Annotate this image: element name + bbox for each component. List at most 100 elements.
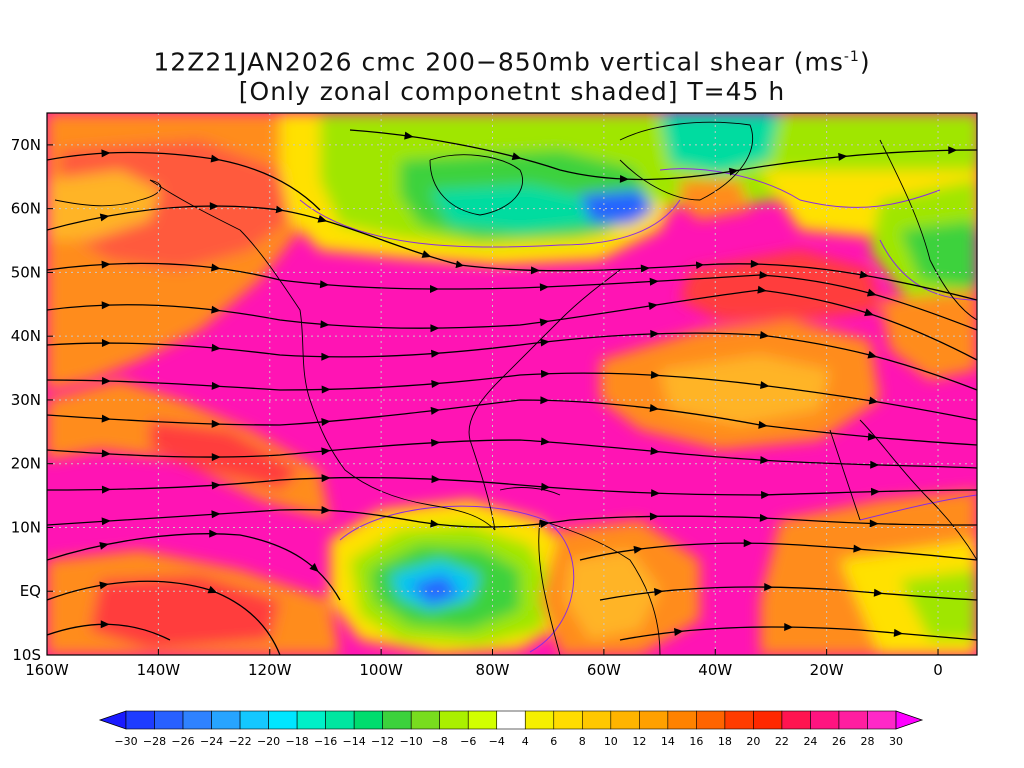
- longitude-label: 160W: [25, 661, 69, 679]
- streamline-arrow: [209, 202, 219, 211]
- streamline-arrow: [101, 149, 111, 158]
- latitude-label: 30N: [11, 391, 41, 409]
- streamline-arrow: [421, 250, 432, 258]
- colorbar-label: 22: [775, 735, 789, 748]
- colorbar-label: 24: [803, 735, 817, 748]
- streamline-arrow: [859, 270, 870, 279]
- streamline-arrow: [539, 283, 549, 292]
- streamline-arrow: [870, 460, 880, 469]
- colorbar-label: 30: [889, 735, 903, 748]
- streamline-arrow: [539, 520, 550, 529]
- streamline-arrow: [429, 284, 440, 293]
- streamline-arrow: [430, 519, 440, 528]
- latitude-label: 60N: [11, 200, 41, 218]
- streamline-arrow: [530, 266, 541, 275]
- streamline-arrow: [321, 352, 331, 361]
- title-line-1: 12Z21JAN2026 cmc 200−850mb vertical shea…: [153, 47, 871, 77]
- streamline-arrow: [211, 343, 221, 352]
- streamline-arrow: [430, 406, 440, 415]
- title-line-2: [Only zonal componetnt shaded] T=45 h: [238, 77, 786, 107]
- streamline-arrow: [211, 419, 221, 428]
- streamline-arrow: [431, 438, 441, 447]
- streamline-arrow: [540, 396, 550, 405]
- streamline-arrow: [640, 264, 650, 273]
- colorbar-swatch: [268, 710, 298, 730]
- streamline-arrow: [649, 404, 660, 412]
- streamline-arrow: [404, 131, 414, 140]
- colorbar-label: −16: [314, 735, 337, 748]
- colorbar-swatch: [496, 710, 526, 730]
- longitude-label: 140W: [137, 661, 181, 679]
- longitude-label: 0: [933, 661, 943, 679]
- colorbar-swatch: [410, 710, 441, 730]
- streamline-arrow: [867, 432, 878, 441]
- streamline-arrow: [431, 380, 441, 389]
- streamline-arrow: [653, 587, 664, 596]
- streamline-arrow: [431, 475, 441, 484]
- colorbar-label: −10: [400, 735, 423, 748]
- colorbar-label: −6: [460, 735, 476, 748]
- colorbar-swatch: [325, 710, 355, 730]
- streamline-arrow: [209, 529, 219, 538]
- lat-lon-grid: [47, 113, 977, 655]
- streamline-arrow: [853, 544, 863, 553]
- streamline-arrow: [759, 513, 769, 522]
- streamline-arrow: [650, 329, 660, 338]
- streamline-arrow: [540, 338, 550, 347]
- streamline-arrow: [870, 487, 881, 496]
- streamline-arrow: [99, 581, 109, 590]
- coastlines: [54, 121, 977, 655]
- streamline-arrow: [649, 512, 659, 521]
- streamline-arrow: [211, 305, 221, 314]
- streamline-arrow: [864, 308, 874, 317]
- latitude-label: 10N: [11, 518, 41, 536]
- colorbar-label: −26: [171, 735, 194, 748]
- colorbar-label: 20: [746, 735, 760, 748]
- streamline-arrow: [211, 510, 221, 519]
- latitude-label: EQ: [20, 582, 41, 600]
- latitude-label: 40N: [11, 327, 41, 345]
- colorbar-label: −12: [371, 735, 394, 748]
- colorbar-label: 6: [550, 735, 557, 748]
- latitude-label: 10S: [12, 646, 41, 664]
- colorbar-label: −30: [114, 735, 137, 748]
- streamline-arrow: [101, 414, 111, 423]
- colorbar-swatch: [696, 710, 726, 730]
- streamline-arrow: [651, 489, 661, 498]
- streamline-arrow: [211, 453, 221, 462]
- longitude-label: 100W: [359, 661, 403, 679]
- streamline-arrow: [761, 490, 771, 499]
- colorbar-swatch: [125, 710, 155, 730]
- streamline-arrow: [869, 519, 879, 528]
- streamline-arrow: [321, 417, 331, 426]
- colorbar-swatch: [353, 710, 383, 730]
- colorbar-label: 10: [604, 735, 618, 748]
- colorbar-swatch: [524, 710, 555, 730]
- colorbar-swatch: [838, 710, 868, 730]
- streamline-arrow: [319, 280, 330, 289]
- colorbar-label: 16: [689, 735, 703, 748]
- streamline-arrow: [101, 301, 111, 310]
- colorbar-label: 28: [860, 735, 874, 748]
- streamline-arrow: [764, 583, 774, 592]
- streamline-arrow: [649, 277, 659, 286]
- colorbar-max-arrow: [895, 710, 924, 730]
- colorbar-swatch: [211, 710, 241, 730]
- streamline-arrow: [633, 545, 643, 554]
- streamline-arrow: [838, 152, 848, 161]
- streamline-arrow: [540, 437, 551, 446]
- colorbar-label: −20: [257, 735, 280, 748]
- streamline-arrow: [750, 259, 760, 268]
- latitude-label: 50N: [11, 263, 41, 281]
- colorbar-swatch: [781, 710, 811, 730]
- streamline-arrow: [101, 485, 111, 494]
- streamline-arrow: [321, 385, 331, 394]
- streamline-arrow: [758, 420, 768, 429]
- colorbar-swatch: [581, 710, 612, 730]
- colorbar: −30 −28 −26 −24 −22 −20 −18 −16 −14 −12 −10 −8 −6 −4 4…: [98, 710, 924, 748]
- streamline-arrow: [757, 285, 767, 294]
- streamlines: [47, 129, 977, 655]
- streamline-arrow: [511, 152, 522, 161]
- streamline-arrow: [211, 381, 221, 390]
- streamline-arrow: [728, 167, 739, 176]
